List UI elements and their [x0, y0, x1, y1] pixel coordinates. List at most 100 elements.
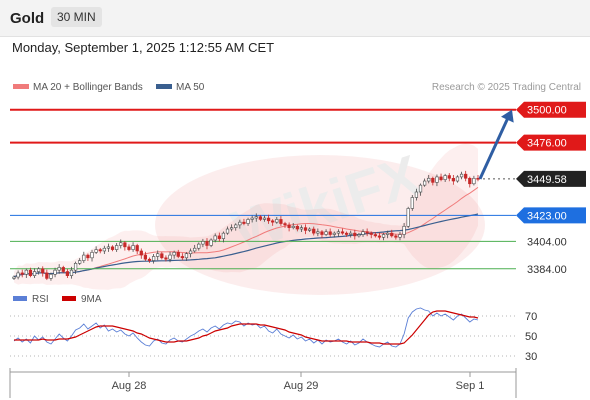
candle — [197, 242, 201, 251]
candle — [184, 252, 189, 261]
candle — [242, 218, 246, 226]
timeframe-button[interactable]: 30 MIN — [51, 7, 102, 27]
candle — [73, 261, 78, 274]
candle — [37, 267, 41, 275]
candle — [414, 188, 419, 201]
candle — [394, 234, 398, 240]
candle-body — [49, 273, 53, 279]
candle-body — [16, 272, 20, 278]
candle — [291, 222, 295, 230]
candle — [86, 253, 90, 261]
candle — [156, 250, 160, 261]
level-tag-label: 3500.00 — [527, 105, 567, 117]
candle-body — [295, 225, 299, 230]
candle-body — [439, 176, 443, 180]
level-tag-3404.00: 3404.00 — [527, 236, 567, 248]
candle-body — [246, 219, 250, 224]
level-tag-bg — [516, 101, 586, 118]
candle — [172, 250, 176, 259]
level-tag-label: 3384.00 — [527, 264, 567, 276]
candle-body — [381, 234, 386, 238]
candle-body — [418, 184, 423, 193]
candle — [402, 222, 406, 239]
candle — [94, 246, 98, 254]
candle — [110, 245, 115, 252]
candle-body — [390, 232, 394, 237]
x-tick-label: Aug 29 — [284, 380, 319, 392]
candle-body — [143, 254, 148, 260]
level-tag-3449.58: 3449.58 — [516, 170, 586, 187]
candle-body — [65, 271, 70, 276]
candle — [353, 229, 357, 240]
candle — [266, 214, 271, 224]
level-tag-3500.00: 3500.00 — [516, 101, 586, 118]
price-panel: 3500.00 3476.00 3449.58 3423.00 3404.00 3384.… — [10, 101, 586, 290]
candle-body — [147, 258, 152, 261]
candle-body — [271, 220, 275, 223]
candle — [12, 275, 16, 281]
candle-body — [12, 276, 16, 279]
rsi-panel: 70 50 30 — [10, 307, 537, 363]
candle-body — [164, 257, 168, 260]
ma50-legend-swatch — [156, 84, 172, 89]
candle-body — [127, 246, 131, 250]
candle — [406, 206, 410, 228]
candle-body — [131, 245, 135, 250]
candle-body — [82, 254, 86, 261]
candle — [188, 248, 193, 258]
candle-body — [361, 231, 365, 235]
candle-body — [431, 177, 435, 183]
level-tag-label: 3404.00 — [527, 236, 567, 248]
candle-body — [139, 250, 143, 256]
candle — [82, 251, 86, 263]
candle-body — [160, 253, 164, 259]
candle — [49, 272, 53, 281]
candle — [435, 174, 439, 187]
candle — [422, 178, 427, 187]
level-tag-label: 3423.00 — [527, 210, 567, 222]
candle-body — [180, 256, 184, 259]
candle — [340, 228, 345, 235]
candle — [230, 224, 234, 232]
candle — [180, 253, 184, 261]
candle — [221, 231, 226, 243]
candle — [451, 174, 455, 185]
candle — [151, 253, 156, 264]
candle-body — [201, 241, 205, 245]
candle — [279, 216, 283, 226]
candle-body — [254, 216, 258, 219]
candle — [217, 232, 221, 242]
candle — [336, 229, 341, 237]
candle — [176, 249, 180, 259]
candle-body — [209, 239, 213, 246]
series-line-rsi — [13, 307, 479, 348]
candle — [16, 270, 20, 280]
candle-body — [443, 175, 447, 180]
candle-body — [468, 177, 472, 185]
candle — [164, 255, 168, 262]
candle-body — [353, 232, 357, 237]
chart-datetime: Monday, September 1, 2025 1:12:55 AM CET — [12, 40, 275, 55]
candle-body — [221, 232, 226, 239]
candle — [24, 268, 28, 278]
candle-body — [217, 235, 221, 239]
candle — [205, 238, 209, 250]
candle — [365, 228, 369, 237]
candle — [250, 215, 254, 223]
candle — [459, 171, 464, 180]
candle-body — [291, 225, 295, 228]
candle — [160, 252, 164, 260]
rsi-tick-50: 50 — [525, 331, 537, 343]
candle-body — [197, 243, 201, 249]
candle-body — [316, 231, 320, 234]
candle-body — [275, 219, 279, 223]
candle — [390, 229, 394, 238]
forecast-arrow — [478, 109, 514, 180]
candle — [32, 268, 37, 278]
candle-body — [258, 216, 262, 220]
candle-body — [156, 253, 160, 257]
candle-body — [472, 177, 476, 185]
candle — [225, 226, 230, 235]
candle — [398, 232, 402, 241]
candle-body — [86, 254, 90, 259]
